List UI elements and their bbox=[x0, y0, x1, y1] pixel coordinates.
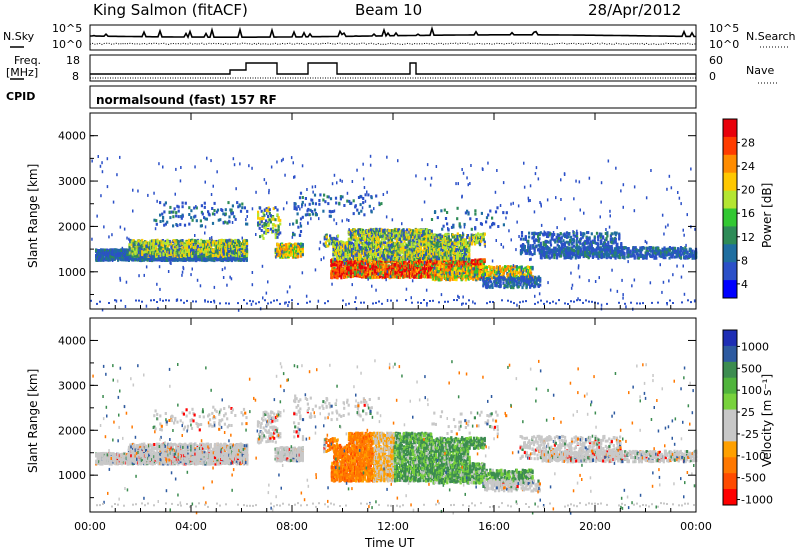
velocity-colorbar-segment bbox=[723, 393, 737, 411]
power-colorbar-tick-label: 4 bbox=[741, 278, 748, 291]
velocity-colorbar-label: Velocity [m s⁻¹] bbox=[760, 374, 774, 467]
velocity-colorbar-segment bbox=[723, 377, 737, 395]
power-colorbar-frame bbox=[722, 118, 738, 299]
velocity-colorbar-tick-label: 25 bbox=[741, 406, 755, 419]
nsearch-line bbox=[89, 42, 697, 46]
freq-tick-bottom: 8 bbox=[72, 70, 79, 83]
power-colorbar-segment bbox=[723, 136, 737, 156]
velocity-colorbar-tick-label: -1000 bbox=[741, 494, 773, 507]
xaxis-label: Time UT bbox=[365, 536, 414, 550]
velocity-colorbar-segment bbox=[723, 361, 737, 379]
beam-title: Beam 10 bbox=[355, 1, 422, 19]
power-colorbar-segment bbox=[723, 262, 737, 281]
velocity-ytick-label: 1000 bbox=[58, 469, 86, 482]
power-colorbar-segment bbox=[723, 190, 737, 209]
nave-label: Nave bbox=[746, 64, 774, 77]
power-colorbar-segment bbox=[723, 226, 737, 245]
xtick-label: 00:00 bbox=[74, 520, 106, 533]
velocity-colorbar-tick-label: 1000 bbox=[741, 340, 769, 353]
freq-panel-frame bbox=[89, 54, 697, 82]
power-colorbar-segment bbox=[723, 244, 737, 263]
power-colorbar-tick-label: 28 bbox=[741, 137, 755, 150]
power-ytick-label: 1000 bbox=[58, 266, 86, 279]
xtick-label: 08:00 bbox=[276, 520, 308, 533]
nsky-line bbox=[90, 25, 696, 40]
date-title: 28/Apr/2012 bbox=[588, 1, 681, 19]
power-colorbar-tick-label: 8 bbox=[741, 254, 748, 267]
cpid-panel-frame bbox=[89, 85, 697, 109]
velocity-colorbar-tick-label: -100 bbox=[741, 450, 766, 463]
power-colorbar-segment bbox=[723, 119, 737, 138]
power-ylabel: Slant Range [km] bbox=[26, 164, 40, 268]
freq-unit-label: [MHz] bbox=[6, 66, 38, 79]
cpid-text: normalsound (fast) 157 RF bbox=[96, 93, 277, 107]
nsky-panel-frame bbox=[89, 24, 697, 51]
nsky-tick-top: 10^5 bbox=[52, 22, 82, 35]
power-colorbar-tick-label: 20 bbox=[741, 184, 755, 197]
velocity-colorbar-segment bbox=[723, 409, 737, 426]
velocity-colorbar-tick-label: 500 bbox=[741, 362, 762, 375]
velocity-colorbar-segment bbox=[723, 425, 737, 442]
velocity-ylabel: Slant Range [km] bbox=[26, 369, 40, 473]
power-colorbar-tick-label: 12 bbox=[741, 231, 755, 244]
power-colorbar-segment bbox=[723, 154, 737, 174]
power-ytick-label: 4000 bbox=[58, 130, 86, 143]
velocity-colorbar-segment bbox=[723, 489, 737, 506]
cpid-label: CPID bbox=[6, 90, 35, 103]
power-colorbar-tick-label: 16 bbox=[741, 207, 755, 220]
power-colorbar-segment bbox=[723, 208, 737, 227]
freq-line bbox=[90, 62, 696, 75]
freq-label: Freq. bbox=[14, 54, 41, 67]
velocity-ytick-label: 2000 bbox=[58, 424, 86, 437]
station-title: King Salmon (fitACF) bbox=[93, 1, 248, 19]
velocity-ytick-label: 3000 bbox=[58, 379, 86, 392]
velocity-colorbar-tick-label: 100 bbox=[741, 384, 762, 397]
xtick-label: 16:00 bbox=[478, 520, 510, 533]
freq-tick-top: 18 bbox=[66, 54, 80, 67]
velocity-colorbar-segment bbox=[723, 441, 737, 458]
velocity-colorbar-frame bbox=[722, 329, 738, 506]
nsearch-label: N.Search bbox=[746, 30, 796, 43]
velocity-colorbar-segment bbox=[723, 330, 737, 347]
power-scatter bbox=[90, 154, 698, 312]
velocity-colorbar-tick-label: -500 bbox=[741, 472, 766, 485]
nave-tick-top: 60 bbox=[709, 54, 723, 67]
xtick-label: 04:00 bbox=[175, 520, 207, 533]
power-plot-area bbox=[90, 113, 696, 309]
velocity-colorbar-segment bbox=[723, 345, 737, 363]
velocity-colorbar-tick-label: -25 bbox=[741, 428, 759, 441]
power-ytick-label: 3000 bbox=[58, 175, 86, 188]
nsky-label: N.Sky bbox=[3, 30, 34, 43]
velocity-scatter bbox=[92, 359, 698, 515]
xtick-label: 00:00 bbox=[680, 520, 712, 533]
velocity-colorbar-segment bbox=[723, 457, 737, 474]
power-colorbar-segment bbox=[723, 172, 737, 192]
velocity-plot-area bbox=[90, 318, 696, 512]
power-colorbar-segment bbox=[723, 280, 737, 299]
velocity-colorbar-segment bbox=[723, 473, 737, 490]
nsearch-tick-bottom: 10^0 bbox=[709, 38, 739, 51]
xtick-label: 20:00 bbox=[579, 520, 611, 533]
xtick-label: 12:00 bbox=[377, 520, 409, 533]
nave-tick-bottom: 0 bbox=[709, 70, 716, 83]
nsearch-tick-top: 10^5 bbox=[709, 22, 739, 35]
power-colorbar-tick-label: 24 bbox=[741, 160, 755, 173]
power-ytick-label: 2000 bbox=[58, 220, 86, 233]
power-colorbar-label: Power [dB] bbox=[760, 183, 774, 248]
nsky-tick-bottom: 10^0 bbox=[52, 38, 82, 51]
velocity-ytick-label: 4000 bbox=[58, 334, 86, 347]
